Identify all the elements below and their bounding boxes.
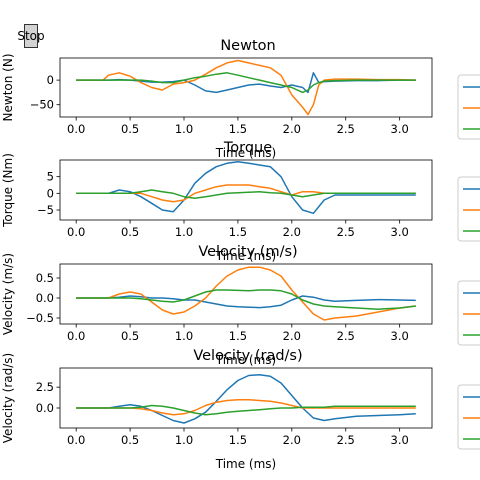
chart-4-ylabel: Velocity (rad/s) bbox=[1, 353, 15, 443]
chart-2-xtick-label-5: 2.5 bbox=[337, 225, 355, 239]
chart-1-series-2-line bbox=[76, 61, 416, 115]
chart-3-series-2-line bbox=[76, 267, 416, 320]
chart-2-xtick-label-6: 3.0 bbox=[391, 225, 409, 239]
chart-2-xtick-label-1: 0.5 bbox=[121, 225, 139, 239]
chart-2-ylabel: Torque (Nm) bbox=[1, 153, 15, 228]
chart-1-xtick-label-3: 1.5 bbox=[229, 122, 247, 136]
chart-1-title: Newton bbox=[220, 38, 275, 54]
chart-2-ytick-label-1: 0 bbox=[47, 186, 54, 200]
chart-4-series-2-line bbox=[76, 400, 416, 415]
chart-3-xtick-label-3: 1.5 bbox=[229, 329, 247, 343]
chart-1-xtick-label-1: 0.5 bbox=[121, 122, 139, 136]
chart-3-axes-frame bbox=[60, 264, 432, 324]
chart-4-series-3-line bbox=[76, 406, 416, 415]
chart-3-xtick-label-5: 2.5 bbox=[337, 329, 355, 343]
chart-3-ytick-label-0: 0.5 bbox=[36, 271, 54, 285]
chart-4-xtick-label-1: 0.5 bbox=[121, 433, 139, 447]
chart-4-xtick-label-5: 2.5 bbox=[337, 433, 355, 447]
chart-2-ytick-label-2: −5 bbox=[37, 203, 54, 217]
chart-1-xtick-label-0: 0.0 bbox=[67, 122, 85, 136]
chart-4-xlabel: Time (ms) bbox=[215, 457, 277, 471]
chart-1-ylabel: Newton (N) bbox=[1, 54, 15, 122]
chart-1-ytick-label-1: −50 bbox=[30, 98, 54, 112]
chart-3-ytick-label-1: 0.0 bbox=[36, 291, 54, 305]
chart-3-title: Velocity (m/s) bbox=[198, 244, 297, 260]
chart-3-xtick-label-1: 0.5 bbox=[121, 329, 139, 343]
chart-1-ytick-label-0: 0 bbox=[47, 73, 54, 87]
chart-4-xtick-label-4: 2.0 bbox=[283, 433, 301, 447]
chart-2-title: Torque bbox=[223, 140, 272, 156]
chart-3-xtick-label-2: 1.0 bbox=[175, 329, 193, 343]
chart-4-xtick-label-2: 1.0 bbox=[175, 433, 193, 447]
chart-4-ytick-label-1: 0.0 bbox=[36, 401, 54, 415]
chart-1-xtick-label-6: 3.0 bbox=[391, 122, 409, 136]
chart-3-ytick-label-2: −0.5 bbox=[26, 311, 54, 325]
chart-4-series-1-line bbox=[76, 375, 416, 423]
chart-1-xtick-label-2: 1.0 bbox=[175, 122, 193, 136]
chart-2-xtick-label-2: 1.0 bbox=[175, 225, 193, 239]
chart-2-series-1-line bbox=[76, 162, 416, 214]
chart-3-ylabel: Velocity (m/s) bbox=[1, 253, 15, 335]
chart-1-axes-frame bbox=[60, 58, 432, 117]
chart-4-title: Velocity (rad/s) bbox=[193, 348, 302, 364]
chart-3-xtick-label-4: 2.0 bbox=[283, 329, 301, 343]
chart-3-xtick-label-0: 0.0 bbox=[67, 329, 85, 343]
chart-2-axes-frame bbox=[60, 160, 432, 220]
chart-2-xtick-label-3: 1.5 bbox=[229, 225, 247, 239]
chart-2-ytick-label-0: 5 bbox=[47, 170, 54, 184]
chart-4-xtick-label-3: 1.5 bbox=[229, 433, 247, 447]
chart-1-xtick-label-4: 2.0 bbox=[283, 122, 301, 136]
chart-4-xtick-label-6: 3.0 bbox=[391, 433, 409, 447]
chart-2-xtick-label-0: 0.0 bbox=[67, 225, 85, 239]
chart-3-xtick-label-6: 3.0 bbox=[391, 329, 409, 343]
chart-4-ytick-label-0: 2.5 bbox=[36, 380, 54, 394]
chart-1-xtick-label-5: 2.5 bbox=[337, 122, 355, 136]
chart-4-xtick-label-0: 0.0 bbox=[67, 433, 85, 447]
chart-2-xtick-label-4: 2.0 bbox=[283, 225, 301, 239]
